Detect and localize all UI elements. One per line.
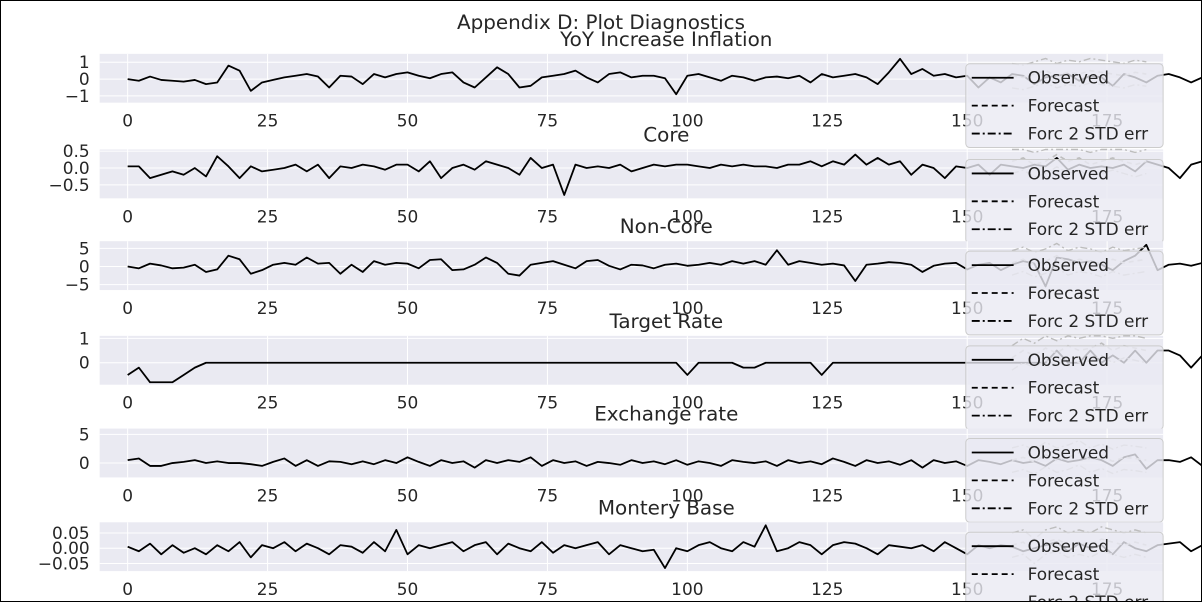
legend-observed-label: Observed bbox=[1028, 536, 1110, 556]
legend-box bbox=[965, 63, 1164, 149]
x-tick-label: 100 bbox=[671, 393, 703, 413]
observed-series-line bbox=[127, 57, 1201, 96]
observed-series-line bbox=[127, 349, 1201, 384]
legend-observed-label: Observed bbox=[1028, 68, 1110, 88]
y-tick-label: 5 bbox=[79, 424, 90, 444]
y-tick-label: 0 bbox=[79, 257, 90, 277]
legend: Observed Forecast Forc 2 STD err bbox=[965, 345, 1164, 431]
x-tick-label: 50 bbox=[397, 579, 419, 599]
legend-box bbox=[965, 531, 1164, 601]
x-tick-label: 25 bbox=[257, 579, 279, 599]
subplot-title: Montery Base bbox=[598, 496, 735, 519]
subplot-6: 0255075100125150175−0.050.000.05Montery … bbox=[38, 496, 1201, 602]
x-tick-label: 75 bbox=[537, 579, 559, 599]
legend-forecast-label: Forecast bbox=[1028, 470, 1100, 490]
x-tick-label: 100 bbox=[671, 298, 703, 318]
y-tick-label: 1 bbox=[79, 52, 90, 72]
x-tick-label: 50 bbox=[397, 111, 419, 131]
x-tick-label: 75 bbox=[537, 206, 559, 226]
x-tick-label: 75 bbox=[537, 485, 559, 505]
x-tick-label: 50 bbox=[397, 206, 419, 226]
x-tick-label: 100 bbox=[671, 111, 703, 131]
legend: Observed Forecast Forc 2 STD err bbox=[965, 158, 1164, 244]
x-tick-label: 75 bbox=[537, 298, 559, 318]
legend: Observed Forecast Forc 2 STD err bbox=[965, 250, 1164, 336]
x-tick-label: 25 bbox=[257, 393, 279, 413]
legend: Observed Forecast Forc 2 STD err bbox=[965, 438, 1164, 523]
observed-series-line bbox=[127, 243, 1201, 288]
legend-box bbox=[965, 250, 1164, 336]
legend-forecast-label: Forecast bbox=[1028, 191, 1100, 211]
y-tick-label: −1 bbox=[65, 86, 90, 106]
x-tick-label: 125 bbox=[811, 579, 843, 599]
x-tick-label: 50 bbox=[397, 298, 419, 318]
subplot-3: 0255075100125150175−505Non-CoreObservedF… bbox=[65, 215, 1201, 336]
subplot-4: 025507510012515017501Target RateObserved… bbox=[79, 310, 1201, 431]
legend-forecast-label: Forecast bbox=[1028, 378, 1100, 398]
x-tick-label: 125 bbox=[811, 393, 843, 413]
x-tick-label: 25 bbox=[257, 298, 279, 318]
x-tick-label: 0 bbox=[122, 298, 133, 318]
subplot-title: YoY Increase Inflation bbox=[559, 28, 772, 51]
y-tick-label: 1 bbox=[79, 328, 90, 348]
x-tick-label: 25 bbox=[257, 206, 279, 226]
subplot-title: Core bbox=[643, 124, 689, 147]
legend-forecast-label: Forecast bbox=[1028, 283, 1100, 303]
y-tick-label: 5 bbox=[79, 238, 90, 258]
x-tick-label: 25 bbox=[257, 111, 279, 131]
legend-error-label: Forc 2 STD err bbox=[1028, 219, 1149, 239]
legend-observed-label: Observed bbox=[1028, 442, 1110, 462]
y-tick-label: 0.05 bbox=[52, 523, 90, 543]
figure-title: Appendix D: Plot Diagnostics bbox=[457, 11, 745, 34]
forecast-upper-error-line bbox=[1011, 335, 1147, 347]
y-tick-label: −5 bbox=[65, 275, 90, 295]
y-tick-label: 0.5 bbox=[63, 141, 90, 161]
forecast-series-line bbox=[1011, 153, 1147, 166]
subplot-2: 0255075100125150175−0.50.00.5CoreObserve… bbox=[49, 124, 1201, 244]
x-tick-label: 125 bbox=[811, 206, 843, 226]
legend-observed-label: Observed bbox=[1028, 163, 1110, 183]
legend-error-label: Forc 2 STD err bbox=[1028, 124, 1149, 144]
legend-observed-label: Observed bbox=[1028, 350, 1110, 370]
x-tick-label: 125 bbox=[811, 111, 843, 131]
y-tick-label: 0 bbox=[79, 353, 90, 373]
y-tick-label: −0.05 bbox=[38, 553, 90, 573]
subplot-title: Target Rate bbox=[608, 310, 723, 333]
y-tick-label: 0.0 bbox=[63, 158, 90, 178]
y-tick-label: 0 bbox=[79, 453, 90, 473]
y-tick-label: 0 bbox=[79, 69, 90, 89]
subplot-title: Exchange rate bbox=[594, 403, 738, 426]
x-tick-label: 25 bbox=[257, 485, 279, 505]
x-tick-label: 125 bbox=[811, 298, 843, 318]
legend-error-label: Forc 2 STD err bbox=[1028, 498, 1149, 518]
subplot-5: 025507510012515017505Exchange rateObserv… bbox=[79, 403, 1201, 523]
y-tick-label: −0.5 bbox=[49, 175, 90, 195]
x-tick-label: 0 bbox=[122, 111, 133, 131]
x-tick-label: 75 bbox=[537, 111, 559, 131]
x-tick-label: 50 bbox=[397, 485, 419, 505]
legend-error-label: Forc 2 STD err bbox=[1028, 311, 1149, 331]
x-tick-label: 100 bbox=[671, 579, 703, 599]
x-tick-label: 0 bbox=[122, 579, 133, 599]
legend: Observed Forecast Forc 2 STD err bbox=[965, 531, 1164, 602]
legend: Observed Forecast Forc 2 STD err bbox=[965, 63, 1164, 149]
x-tick-label: 0 bbox=[122, 485, 133, 505]
x-tick-label: 50 bbox=[397, 393, 419, 413]
x-tick-label: 0 bbox=[122, 393, 133, 413]
legend-observed-label: Observed bbox=[1028, 255, 1110, 275]
x-tick-label: 75 bbox=[537, 393, 559, 413]
legend-error-label: Forc 2 STD err bbox=[1028, 406, 1149, 426]
legend-forecast-label: Forecast bbox=[1028, 96, 1100, 116]
legend-error-label: Forc 2 STD err bbox=[1028, 592, 1149, 602]
x-tick-label: 100 bbox=[671, 485, 703, 505]
y-tick-label: 0.00 bbox=[52, 538, 90, 558]
x-tick-label: 100 bbox=[671, 206, 703, 226]
x-tick-label: 125 bbox=[811, 485, 843, 505]
legend-forecast-label: Forecast bbox=[1028, 564, 1100, 584]
subplot-title: Non-Core bbox=[620, 215, 713, 238]
x-tick-label: 0 bbox=[122, 206, 133, 226]
